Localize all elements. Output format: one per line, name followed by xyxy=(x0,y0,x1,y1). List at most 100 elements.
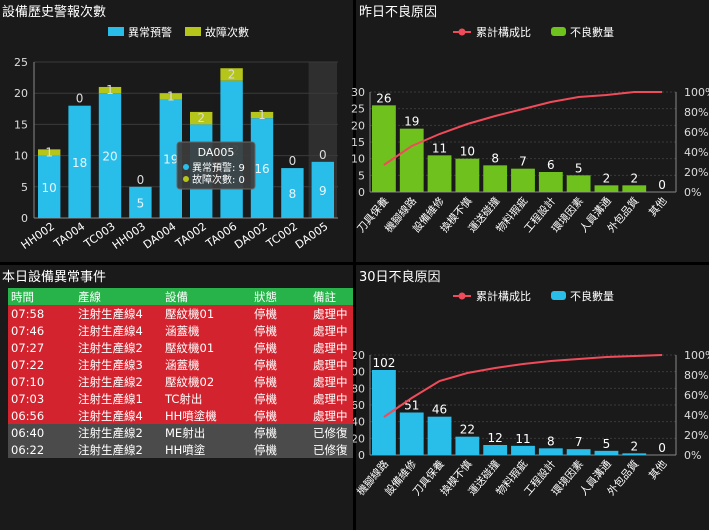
yesterday-bar[interactable] xyxy=(566,175,591,192)
fault-bar[interactable] xyxy=(98,86,122,94)
yesterday-y-left-tick: 30 xyxy=(351,86,365,99)
fault-value-label: 1 xyxy=(167,89,175,103)
event-time: 07:03 xyxy=(11,391,45,406)
event-row[interactable]: 07:46 注射生產線4 涵蓋機 停機 處理中 xyxy=(8,322,353,339)
event-note: 處理中 xyxy=(313,306,348,321)
month-bar[interactable] xyxy=(427,416,452,455)
alarm-bar[interactable] xyxy=(281,168,304,218)
month-bar[interactable] xyxy=(594,450,619,455)
yesterday-bar[interactable] xyxy=(372,105,396,192)
event-row[interactable]: 07:10 注射生產線2 壓紋機02 停機 處理中 xyxy=(8,373,353,390)
event-line: 注射生產線2 xyxy=(78,340,143,355)
yesterday-bar-value-label: 6 xyxy=(547,158,555,172)
alarm-bar[interactable] xyxy=(311,161,334,218)
legend-label: 故障次數 xyxy=(205,25,249,39)
event-row[interactable]: 06:56 注射生產線4 HH噴塗機 停機 處理中 xyxy=(8,407,353,424)
tooltip-line: 故障次數: 0 xyxy=(192,173,245,186)
y-tick-label: 15 xyxy=(14,118,28,131)
yesterday-cumulative-line[interactable] xyxy=(383,91,663,166)
yesterday-bar-value-label: 2 xyxy=(603,171,611,185)
month-bar[interactable] xyxy=(455,436,480,455)
event-row[interactable]: 07:22 注射生產線3 涵蓋機 停機 處理中 xyxy=(8,356,353,373)
yesterday-bar[interactable] xyxy=(511,168,535,192)
alarm-bar[interactable] xyxy=(250,118,274,218)
col-time-header: 時間 xyxy=(11,289,34,304)
yesterday-bar[interactable] xyxy=(483,165,508,192)
event-device: ME射出 xyxy=(165,425,206,440)
yesterday-y-right-tick: 20% xyxy=(684,166,708,179)
month-bar[interactable] xyxy=(372,370,396,455)
col-note-header: 備註 xyxy=(313,289,336,304)
month-bar[interactable] xyxy=(483,445,508,455)
month-x-tick-label: 其他 xyxy=(646,457,670,482)
event-line: 注射生產線4 xyxy=(78,323,143,338)
event-note: 處理中 xyxy=(313,340,348,355)
event-row[interactable]: 06:22 注射生產線2 HH噴塗 停機 已修復 xyxy=(8,441,353,458)
y-tick-label: 5 xyxy=(21,181,28,194)
y-tick-label: 10 xyxy=(14,150,28,163)
month-bar[interactable] xyxy=(399,412,424,456)
yesterday-bar-value-label: 2 xyxy=(630,171,638,185)
fault-bar[interactable] xyxy=(250,111,274,119)
yesterday-y-right-tick: 0% xyxy=(684,186,701,199)
fault-bar[interactable] xyxy=(220,68,243,81)
alarm-value-label: 16 xyxy=(254,162,269,176)
yesterday-bar[interactable] xyxy=(622,185,647,192)
event-line: 注射生產線2 xyxy=(78,442,143,457)
month-y-right-tick: 80% xyxy=(684,369,708,382)
yesterday-bar[interactable] xyxy=(455,158,480,192)
yesterday-bar[interactable] xyxy=(594,185,619,192)
month-legend-bar-label: 不良數量 xyxy=(570,289,614,303)
tooltip-dot xyxy=(183,176,189,182)
fault-value-label: 0 xyxy=(289,154,297,168)
event-status: 停機 xyxy=(254,306,277,321)
month-bar[interactable] xyxy=(538,448,563,455)
event-note: 處理中 xyxy=(313,357,348,372)
yesterday-bar-value-label: 5 xyxy=(575,161,583,175)
event-device: 壓紋機01 xyxy=(165,340,215,355)
month-y-right-tick: 20% xyxy=(684,429,708,442)
yesterday-bar[interactable] xyxy=(538,172,563,192)
month-panel xyxy=(356,265,709,530)
event-row[interactable]: 07:27 注射生產線2 壓紋機01 停機 處理中 xyxy=(8,339,353,356)
event-row[interactable]: 07:03 注射生產線1 TC射出 停機 處理中 xyxy=(8,390,353,407)
event-row[interactable]: 07:58 注射生產線4 壓紋機01 停機 處理中 xyxy=(8,305,353,322)
events-panel xyxy=(0,265,353,530)
yesterday-bar-value-label: 11 xyxy=(432,141,447,155)
yesterday-bar-value-label: 0 xyxy=(658,178,666,192)
month-cumulative-line[interactable] xyxy=(383,354,663,418)
fault-bar[interactable] xyxy=(38,149,61,156)
event-device: 壓紋機02 xyxy=(165,374,215,389)
month-bar-value-label: 12 xyxy=(488,431,503,445)
fault-bar[interactable] xyxy=(159,93,182,100)
month-bar[interactable] xyxy=(622,453,647,455)
yesterday-y-left-tick: 20 xyxy=(351,119,365,132)
event-status: 停機 xyxy=(254,442,277,457)
alarm-bar[interactable] xyxy=(159,99,182,218)
event-status: 停機 xyxy=(254,357,277,372)
event-row[interactable]: 06:40 注射生產線2 ME射出 停機 已修復 xyxy=(8,424,353,441)
alarm-value-label: 9 xyxy=(319,184,327,198)
alarm-bar[interactable] xyxy=(68,105,91,218)
event-device: 涵蓋機 xyxy=(165,323,200,338)
alarm-bar[interactable] xyxy=(98,93,122,218)
alarm-bar[interactable] xyxy=(38,155,61,218)
month-bar[interactable] xyxy=(511,445,535,455)
fault-value-label: 1 xyxy=(106,83,114,97)
month-bar-value-label: 51 xyxy=(404,399,419,413)
yesterday-legend-bar-swatch xyxy=(551,27,566,36)
fault-bar[interactable] xyxy=(190,111,213,125)
events-table-header: 時間 產線 設備 狀態 備註 xyxy=(8,288,353,305)
alarm-bar[interactable] xyxy=(129,186,152,218)
event-time: 06:40 xyxy=(11,425,45,440)
month-bar[interactable] xyxy=(566,449,591,455)
yesterday-bar[interactable] xyxy=(427,155,452,192)
month-y-right-tick: 40% xyxy=(684,409,708,422)
y-tick-label: 25 xyxy=(14,56,28,69)
event-status: 停機 xyxy=(254,340,277,355)
event-device: HH噴塗 xyxy=(165,442,206,457)
event-time: 07:22 xyxy=(11,357,45,372)
